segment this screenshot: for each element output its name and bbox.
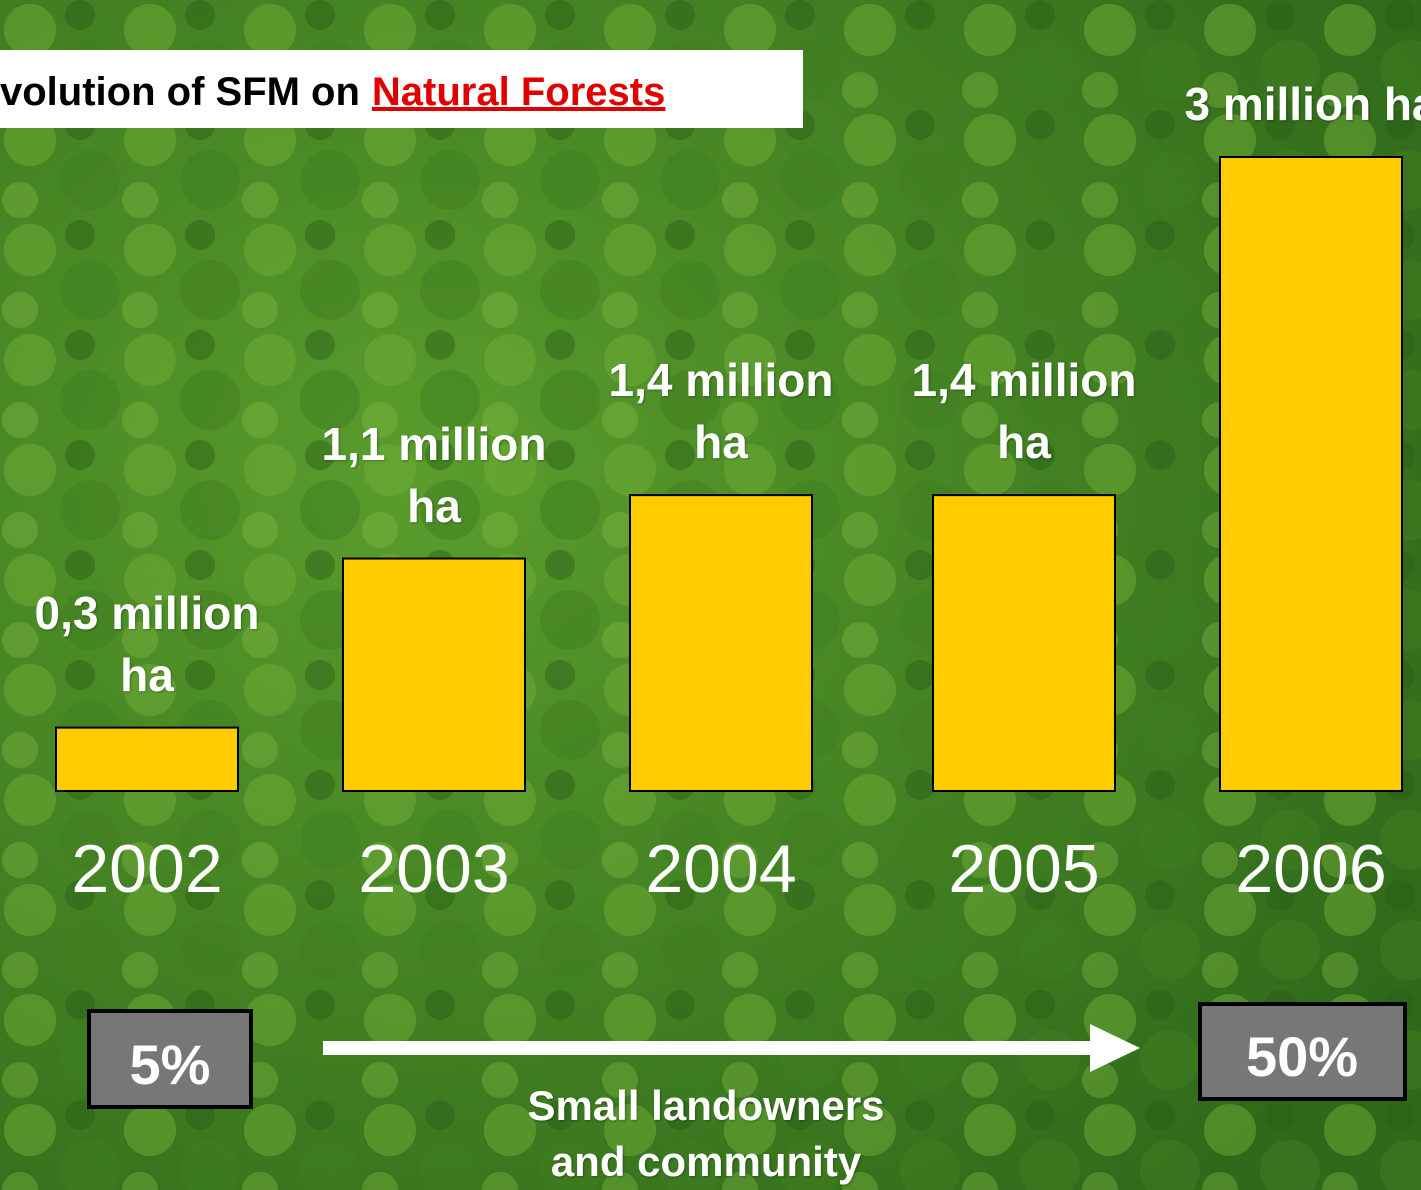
arrow-label-box: Small landowners and community xyxy=(456,1078,956,1190)
slide: volution of SFM on Natural Forests 2002 0,… xyxy=(0,0,1421,1190)
bar xyxy=(933,495,1115,791)
value-label-wrap: 1,4 million ha xyxy=(571,333,871,473)
x-tick-label: 2003 xyxy=(358,831,509,907)
start-share: 5% xyxy=(130,1033,211,1096)
bar xyxy=(56,728,238,791)
value-label: 1,1 million ha xyxy=(294,413,574,537)
chart-title: volution of SFM on Natural Forests xyxy=(0,70,665,114)
value-label-wrap: 1,1 million ha xyxy=(284,397,584,537)
value-label-box: 1,1 million ha xyxy=(284,397,584,537)
value-label-box: 1,4 million ha xyxy=(874,333,1174,473)
value-label-box: 0,3 million ha xyxy=(0,566,297,706)
arrow-label: Small landowners and community xyxy=(491,1078,921,1190)
bar xyxy=(1220,157,1402,791)
title-text: volution of SFM on xyxy=(0,70,360,114)
x-tick-label: 2004 xyxy=(645,831,796,907)
value-label: 3 million ha xyxy=(1171,73,1421,135)
value-label-box: 3 million ha xyxy=(1161,0,1421,135)
x-tick-label: 2002 xyxy=(71,831,222,907)
x-tick-label: 2005 xyxy=(948,831,1099,907)
page: volution of SFM on Natural Forests 2002 0,… xyxy=(0,0,1421,1190)
bar xyxy=(343,559,525,791)
end-share: 50% xyxy=(1246,1025,1358,1088)
x-tick-label: 2006 xyxy=(1235,831,1386,907)
title-highlight: Natural Forests xyxy=(372,70,665,114)
value-label-wrap: 0,3 million ha xyxy=(0,566,297,706)
value-label: 1,4 million ha xyxy=(581,349,861,473)
value-label-wrap: 1,4 million ha xyxy=(874,333,1174,473)
value-label: 0,3 million ha xyxy=(7,582,287,706)
value-label-box: 1,4 million ha xyxy=(571,333,871,473)
bar xyxy=(630,495,812,791)
value-label: 1,4 million ha xyxy=(884,349,1164,473)
value-label-wrap: 3 million ha xyxy=(1161,0,1421,135)
